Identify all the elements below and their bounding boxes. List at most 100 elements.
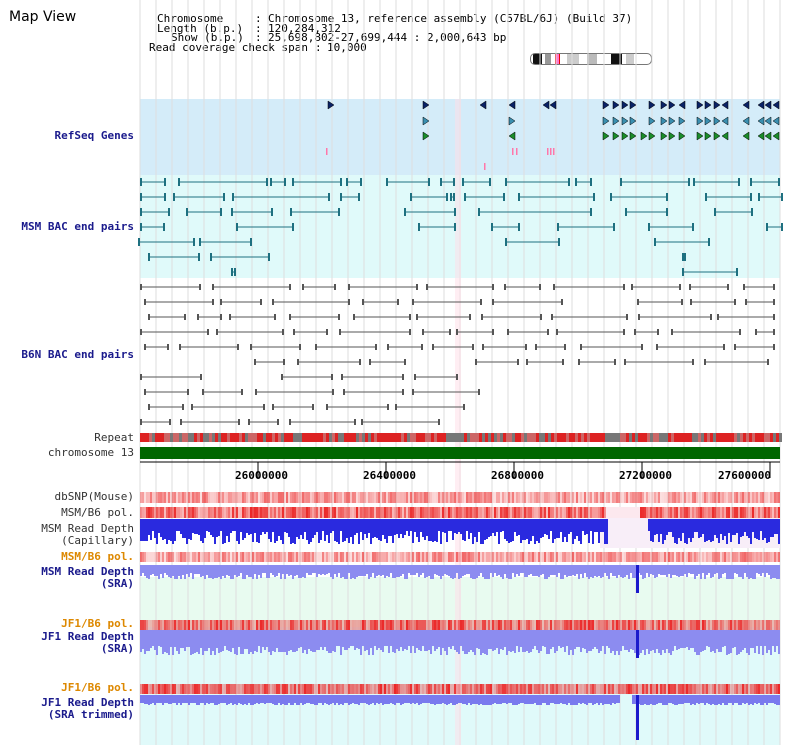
depth-bar — [560, 695, 562, 703]
bac-end — [199, 284, 201, 290]
track-label-chromosome[interactable]: chromosome 13 — [47, 446, 134, 459]
depth-bar — [158, 519, 160, 533]
heat-cell — [270, 507, 272, 518]
heat-cell — [222, 620, 224, 630]
heat-cell — [470, 684, 472, 694]
heat-cell — [664, 620, 666, 630]
repeat-block — [629, 433, 632, 442]
heat-cell — [172, 620, 174, 630]
heat-cell — [306, 492, 308, 503]
depth-bar — [692, 519, 694, 538]
heat-cell — [482, 620, 484, 630]
depth-bar — [516, 565, 518, 574]
track-label-msm-b6-pol[interactable]: MSM/B6 pol. — [61, 506, 134, 519]
heat-cell — [684, 620, 686, 630]
heat-cell — [374, 620, 376, 630]
depth-bar — [360, 695, 362, 703]
heat-cell — [690, 492, 692, 503]
bac-end — [409, 314, 411, 320]
heat-cell — [374, 507, 376, 518]
depth-bar — [268, 565, 270, 578]
repeat-block — [707, 433, 710, 442]
heat-cell — [468, 684, 470, 694]
heat-cell — [162, 684, 164, 694]
depth-bar — [244, 565, 246, 579]
depth-bar — [516, 695, 518, 705]
heat-cell — [492, 492, 494, 503]
depth-bar — [198, 695, 200, 705]
depth-bar — [474, 630, 476, 655]
track-label-jf1-b6-pol[interactable]: JF1/B6 pol. — [61, 617, 134, 630]
repeat-block — [743, 433, 746, 442]
heat-cell — [670, 552, 672, 562]
depth-bar — [246, 630, 248, 649]
bac-end — [178, 178, 180, 186]
track-label-msm-b6-pol-2[interactable]: MSM/B6 pol. — [61, 550, 134, 563]
track-label-b6n-bac[interactable]: B6N BAC end pairs — [21, 348, 134, 361]
depth-bar — [528, 519, 530, 544]
track-label-jf1-b6-pol-2[interactable]: JF1/B6 pol. — [61, 681, 134, 694]
heat-cell — [724, 684, 726, 694]
heat-cell — [702, 620, 704, 630]
depth-bar — [428, 630, 430, 650]
heat-cell — [304, 507, 306, 518]
heat-cell — [590, 684, 592, 694]
heat-cell — [672, 552, 674, 562]
heat-cell — [328, 620, 330, 630]
depth-bar — [578, 565, 580, 579]
bac-end — [540, 314, 542, 320]
depth-bar — [582, 630, 584, 648]
bac-end — [180, 419, 182, 425]
heat-cell — [294, 552, 296, 562]
depth-bar — [554, 565, 556, 575]
depth-bar — [736, 519, 738, 533]
heat-cell — [582, 552, 584, 562]
refseq-genes[interactable] — [326, 100, 780, 170]
depth-bar — [568, 565, 570, 576]
depth-bar — [146, 565, 148, 578]
track-label-refseq[interactable]: RefSeq Genes — [54, 129, 134, 142]
heat-cell — [216, 684, 218, 694]
depth-bar — [272, 630, 274, 651]
bac-end — [354, 419, 356, 425]
depth-bar — [388, 519, 390, 536]
depth-bar — [712, 695, 714, 704]
heat-cell — [438, 684, 440, 694]
bac-end — [505, 238, 507, 246]
track-label-jf1-depth-trim[interactable]: JF1 Read Depth — [41, 696, 134, 709]
depth-bar — [744, 695, 746, 704]
bac-end — [260, 299, 262, 305]
depth-bar — [202, 519, 204, 543]
track-label-msm-depth-sra[interactable]: MSM Read Depth — [41, 565, 134, 578]
depth-bar — [402, 519, 404, 538]
track-label-msm-depth-cap[interactable]: MSM Read Depth — [41, 522, 134, 535]
track-label-msm-bac[interactable]: MSM BAC end pairs — [21, 220, 134, 233]
track-label-repeat[interactable]: Repeat — [94, 431, 134, 444]
gene-marker — [612, 131, 620, 141]
heat-cell — [620, 507, 622, 518]
heat-cell — [228, 492, 230, 503]
gene-marker — [721, 116, 729, 126]
track-label-jf1-depth-sra[interactable]: JF1 Read Depth — [41, 630, 134, 643]
depth-bar — [260, 630, 262, 653]
heat-cell — [436, 552, 438, 562]
repeat-block — [665, 433, 668, 442]
depth-bar — [148, 630, 150, 651]
heat-cell — [270, 620, 272, 630]
heat-cell — [600, 507, 602, 518]
msm-bac-pairs[interactable] — [138, 178, 783, 276]
bac-end — [556, 329, 558, 335]
depth-bar — [376, 565, 378, 576]
b6n-bac-pairs[interactable] — [140, 284, 775, 425]
heat-cell — [186, 684, 188, 694]
repeat-block — [329, 433, 332, 442]
track-label-dbsnp[interactable]: dbSNP(Mouse) — [54, 490, 134, 503]
heat-cell — [448, 684, 450, 694]
bac-end — [492, 329, 494, 335]
heat-cell — [648, 492, 650, 503]
heat-cell — [536, 552, 538, 562]
heat-cell — [394, 507, 396, 518]
depth-bar — [748, 519, 750, 538]
heat-cell — [220, 684, 222, 694]
